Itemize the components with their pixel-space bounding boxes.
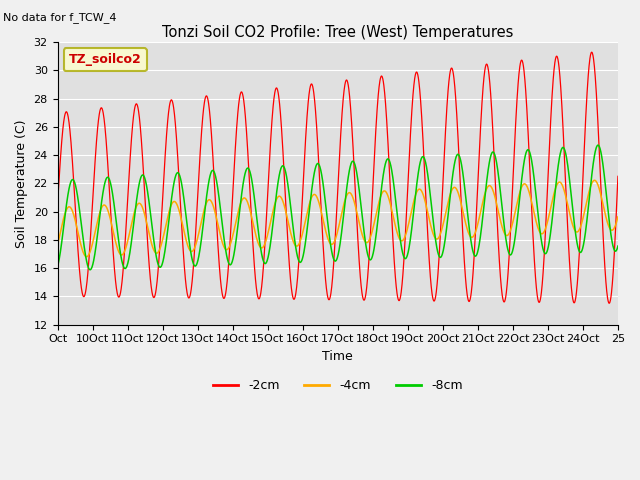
-4cm: [495, 212, 503, 217]
-4cm: [598, 198, 606, 204]
-4cm: [614, 214, 622, 220]
-2cm: [495, 249, 502, 254]
-2cm: [83, 286, 90, 291]
Line: -4cm: -4cm: [58, 180, 618, 257]
-2cm: [598, 208, 606, 214]
-8cm: [594, 142, 602, 148]
-4cm: [312, 192, 319, 198]
-8cm: [312, 165, 319, 171]
Line: -2cm: -2cm: [58, 52, 618, 303]
Legend: -2cm, -4cm, -8cm: -2cm, -4cm, -8cm: [208, 374, 468, 397]
X-axis label: Time: Time: [323, 350, 353, 363]
-8cm: [614, 243, 622, 249]
-4cm: [326, 240, 334, 246]
-2cm: [605, 300, 613, 306]
-4cm: [83, 254, 90, 260]
-4cm: [83, 254, 90, 260]
-8cm: [598, 157, 606, 163]
-2cm: [311, 104, 319, 109]
-2cm: [614, 173, 622, 179]
-4cm: [54, 242, 61, 248]
Title: Tonzi Soil CO2 Profile: Tree (West) Temperatures: Tonzi Soil CO2 Profile: Tree (West) Temp…: [162, 24, 513, 39]
Text: No data for f_TCW_4: No data for f_TCW_4: [3, 12, 116, 23]
-4cm: [598, 197, 606, 203]
-8cm: [598, 155, 606, 161]
-2cm: [588, 49, 595, 55]
-8cm: [326, 240, 334, 246]
-4cm: [591, 178, 598, 183]
Y-axis label: Soil Temperature (C): Soil Temperature (C): [15, 119, 28, 248]
-2cm: [598, 203, 605, 208]
-8cm: [495, 178, 503, 183]
-8cm: [86, 267, 94, 273]
-2cm: [326, 295, 334, 300]
-8cm: [54, 264, 61, 269]
Line: -8cm: -8cm: [58, 145, 618, 270]
-8cm: [83, 256, 90, 262]
-2cm: [54, 202, 61, 207]
